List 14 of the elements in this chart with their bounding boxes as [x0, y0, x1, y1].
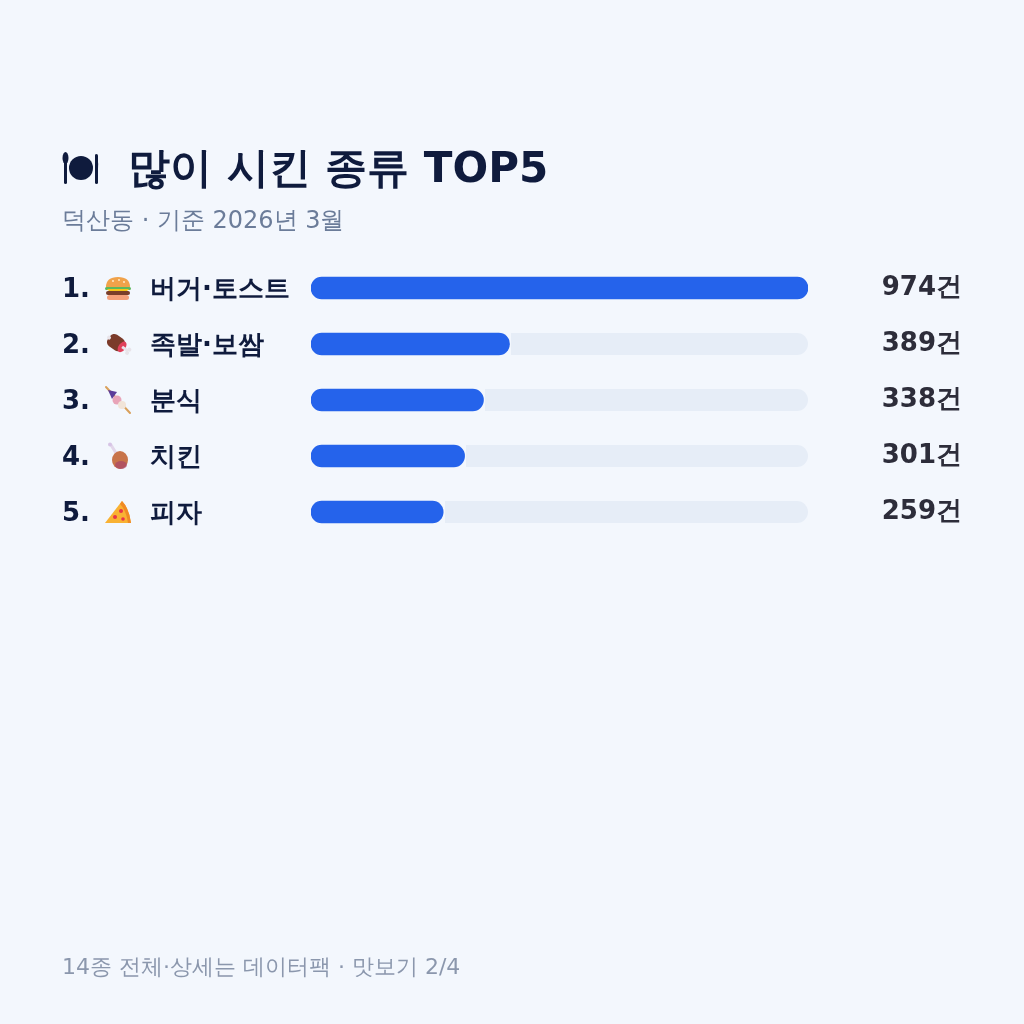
category-label: 4. 치킨	[62, 440, 202, 471]
data-label: 338건	[881, 382, 962, 413]
bar	[311, 276, 808, 300]
category-label: 3. 분식	[62, 384, 202, 415]
category-label: 5. 피자	[62, 496, 202, 527]
data-label: 974건	[881, 270, 962, 301]
data-label: 259건	[881, 494, 962, 525]
chart-title: 많이 시킨 종류 TOP5	[128, 142, 549, 194]
chart-subtitle: 덕산동 · 기준 2026년 3월	[62, 205, 345, 236]
category-label: 2. 족발·보쌈	[62, 328, 264, 359]
data-label: 301건	[881, 438, 962, 469]
text: 14종 전체·상세는 데이터팩 · 맛보기 2/4	[62, 953, 461, 981]
category-label: 1. 버거·토스트	[62, 272, 290, 303]
data-label: 389건	[881, 326, 962, 357]
